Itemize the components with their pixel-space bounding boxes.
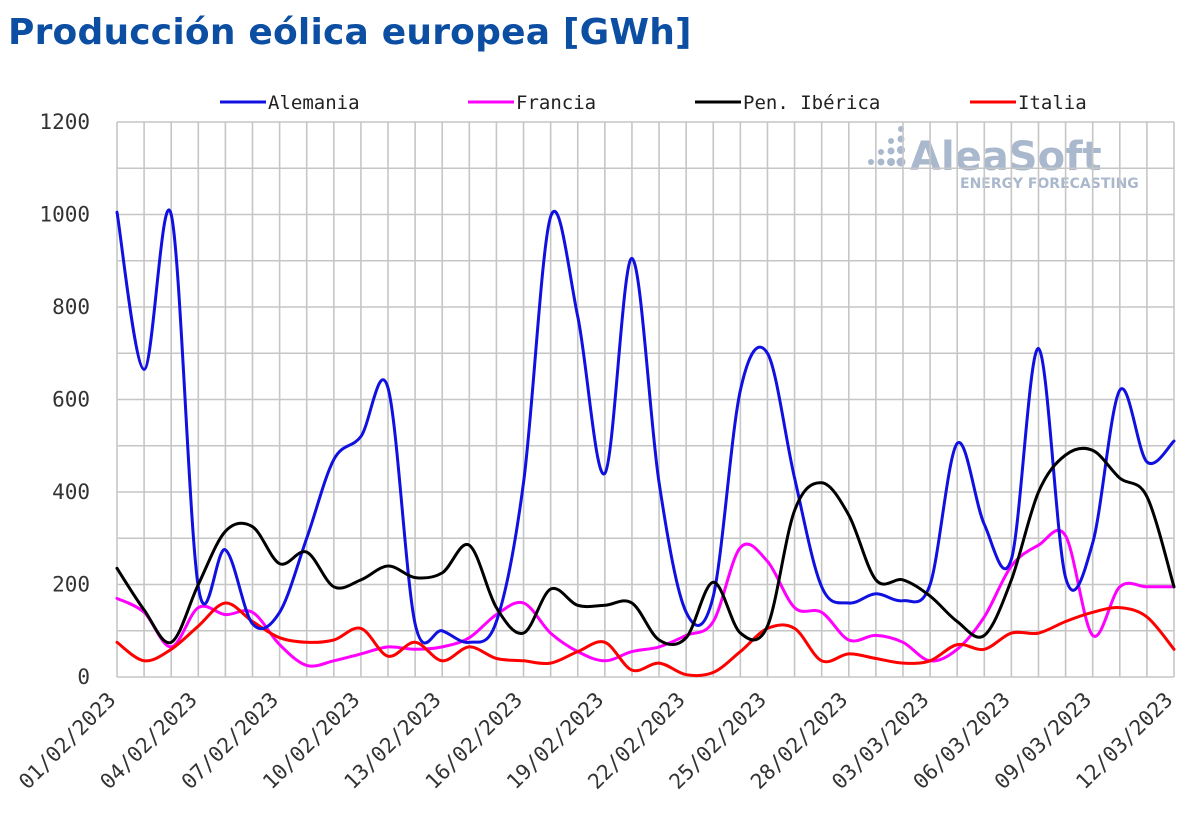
legend-label-pen-ib-rica: Pen. Ibérica xyxy=(743,92,880,114)
series-line-pen-ib-rica xyxy=(115,446,1176,647)
y-tick-label: 400 xyxy=(52,480,90,504)
legend-label-italia: Italia xyxy=(1018,92,1087,114)
y-tick-label: 800 xyxy=(52,295,90,319)
series-line-alemania xyxy=(115,208,1176,645)
series-line-francia xyxy=(115,528,1176,668)
series-lines xyxy=(115,208,1176,678)
watermark-brand: AleaSoft xyxy=(910,134,1102,180)
watermark-tagline: ENERGY FORECASTING xyxy=(960,176,1139,192)
y-tick-label: 600 xyxy=(52,388,90,412)
y-tick-label: 1200 xyxy=(39,110,90,134)
aleasoft-logo-dots-icon xyxy=(868,126,906,167)
legend-label-francia: Francia xyxy=(516,92,596,114)
legend-label-alemania: Alemania xyxy=(268,92,360,114)
aleasoft-watermark: AleaSoft ENERGY FORECASTING xyxy=(868,126,1139,192)
y-tick-label: 200 xyxy=(52,573,90,597)
grid xyxy=(116,121,1175,678)
legend: Alemania Francia Pen. Ibérica Italia xyxy=(220,92,1087,114)
y-tick-label: 0 xyxy=(77,665,90,689)
y-tick-label: 1000 xyxy=(39,203,90,227)
chart-title: Producción eólica europea [GWh] xyxy=(8,12,692,53)
series-line-italia xyxy=(115,601,1176,678)
